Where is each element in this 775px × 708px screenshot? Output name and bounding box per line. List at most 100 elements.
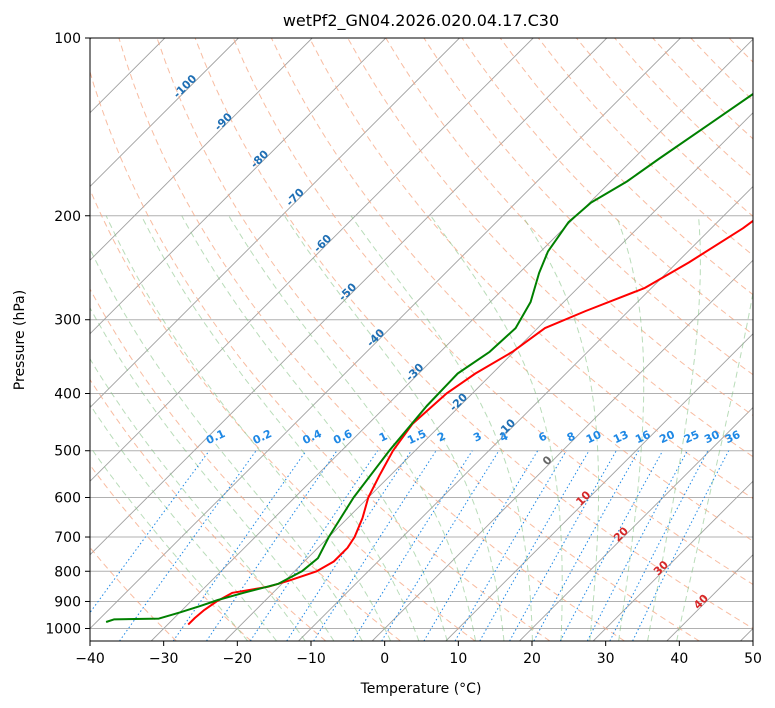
mixing-ratio-label: 3: [471, 430, 483, 445]
dry-adiabat-line: [270, 38, 753, 542]
mixing-ratio-line: [632, 450, 730, 641]
isotherm-label: 10: [573, 488, 593, 508]
moist-adiabat-line: [90, 358, 306, 641]
isotherm-label: 20: [611, 524, 631, 544]
mixing-ratio-label: 1: [377, 430, 389, 445]
y-tick-label: 900: [54, 594, 81, 610]
x-tick-label: 0: [380, 651, 389, 667]
mixing-ratio-line: [609, 450, 709, 641]
mixing-ratio-line: [479, 450, 590, 641]
mixing-ratio-label: 16: [633, 428, 653, 446]
moist-adiabat-line: [90, 306, 335, 641]
dry-adiabat-line: [232, 38, 753, 585]
y-axis-label: Pressure (hPa): [12, 290, 28, 390]
moist-adiabat-line: [90, 247, 363, 641]
dry-adiabat-line: [90, 70, 551, 641]
y-tick-label: 700: [54, 530, 81, 546]
moist-adiabat-line: [430, 215, 563, 641]
y-tick-label: 100: [54, 31, 81, 47]
y-tick-label: 200: [54, 209, 81, 225]
isotherm-line: [445, 333, 753, 641]
x-tick-label: 30: [597, 651, 615, 667]
mixing-ratio-label: 13: [611, 428, 630, 446]
moist-adiabat-line: [140, 215, 420, 641]
sounding-profiles: [105, 92, 753, 626]
x-tick-label: −40: [75, 651, 105, 667]
mixing-ratio-label: 2: [435, 430, 447, 445]
mixing-ratio-labels: 0.1 0.2 0.4 0.6 1 1.5 2 3 4 6 8 10 13 16 20 25 30 36: [204, 427, 743, 447]
moist-adiabat-line: [181, 215, 448, 641]
isotherm-line: [150, 38, 753, 641]
x-axis: −40 −30 −20 −10 0 10 20 30 40 50: [75, 641, 762, 667]
mixing-ratio-line: [559, 450, 664, 641]
dry-adiabat-line: [90, 378, 327, 641]
mixing-ratio-label: 30: [702, 428, 722, 446]
mixing-ratio-label: 10: [584, 428, 604, 446]
mixing-ratio-line: [286, 450, 412, 641]
isotherm-line: [519, 406, 753, 641]
isotherm-label: 40: [691, 592, 711, 612]
x-tick-label: 20: [523, 651, 541, 667]
isotherm-line: [90, 38, 239, 188]
mixing-ratio-line: [313, 450, 437, 641]
moist-adiabat-line: [647, 215, 701, 641]
mixing-ratio-label: 0.2: [251, 427, 274, 447]
moist-adiabat-line: [350, 215, 533, 641]
mixing-ratio-line: [90, 450, 210, 614]
isotherm-line: [90, 38, 313, 261]
dry-adiabat-line: [90, 288, 401, 641]
background-lines: [90, 38, 753, 641]
isotherm-line: [90, 38, 387, 335]
mixing-ratio-label: 25: [682, 428, 701, 446]
mixing-ratio-label: 0.6: [331, 427, 354, 447]
mixing-ratio-line: [509, 450, 617, 641]
y-axis: 1000 900 800 700 600 500 400 300 200 100: [45, 31, 90, 637]
isotherm-label: -80: [248, 147, 271, 170]
isotherm-line: [90, 38, 608, 556]
isotherm-label: -50: [336, 280, 359, 303]
mixing-ratio-line: [586, 450, 688, 641]
y-tick-label: 400: [54, 387, 81, 403]
dry-adiabat-line: [728, 38, 753, 63]
isotherm-line: [224, 112, 753, 641]
y-tick-label: 1000: [45, 621, 81, 637]
x-tick-label: −20: [223, 651, 253, 667]
chart-title: wetPf2_GN04.2026.020.04.17.C30: [283, 11, 559, 31]
mixing-ratio-label: 0.1: [204, 427, 227, 447]
isotherm-line: [592, 480, 753, 641]
dry-adiabat-line: [156, 38, 700, 641]
dry-adiabat-line: [90, 188, 476, 641]
dry-adiabat-line: [90, 464, 252, 641]
mixing-ratio-line: [249, 450, 379, 641]
mixing-ratio-line: [119, 450, 257, 641]
x-tick-label: 40: [670, 651, 688, 667]
x-tick-label: 10: [449, 651, 467, 667]
x-tick-label: 50: [744, 651, 762, 667]
isotherm-line: [90, 38, 534, 482]
isotherm-label: -70: [284, 186, 307, 209]
isotherm-line: [90, 38, 681, 630]
y-tick-label: 800: [54, 564, 81, 580]
isotherm-line: [740, 627, 753, 641]
plot-frame: [89, 37, 754, 642]
mixing-ratio-label: 0.4: [301, 427, 324, 447]
moist-adiabat-line: [521, 215, 600, 641]
isotherm-label: -60: [311, 232, 334, 255]
mixing-ratio-line: [423, 450, 539, 641]
isotherm-line: [90, 38, 460, 409]
y-tick-label: 500: [54, 444, 81, 460]
y-tick-label: 300: [54, 313, 81, 329]
isotherm-label: -40: [364, 326, 387, 349]
y-tick-label: 600: [54, 490, 81, 506]
dry-adiabat-line: [576, 38, 753, 217]
dry-adiabat-line: [309, 38, 753, 500]
mixing-ratio-line: [352, 450, 473, 641]
moist-adiabat-line: [228, 215, 476, 641]
moist-adiabat-line: [615, 215, 645, 641]
mixing-ratio-line: [533, 450, 639, 641]
isotherm-label: -30: [403, 361, 426, 384]
mixing-ratio-line: [206, 450, 338, 641]
isotherm-label: -100: [171, 72, 200, 101]
dry-adiabat-line: [499, 38, 753, 296]
